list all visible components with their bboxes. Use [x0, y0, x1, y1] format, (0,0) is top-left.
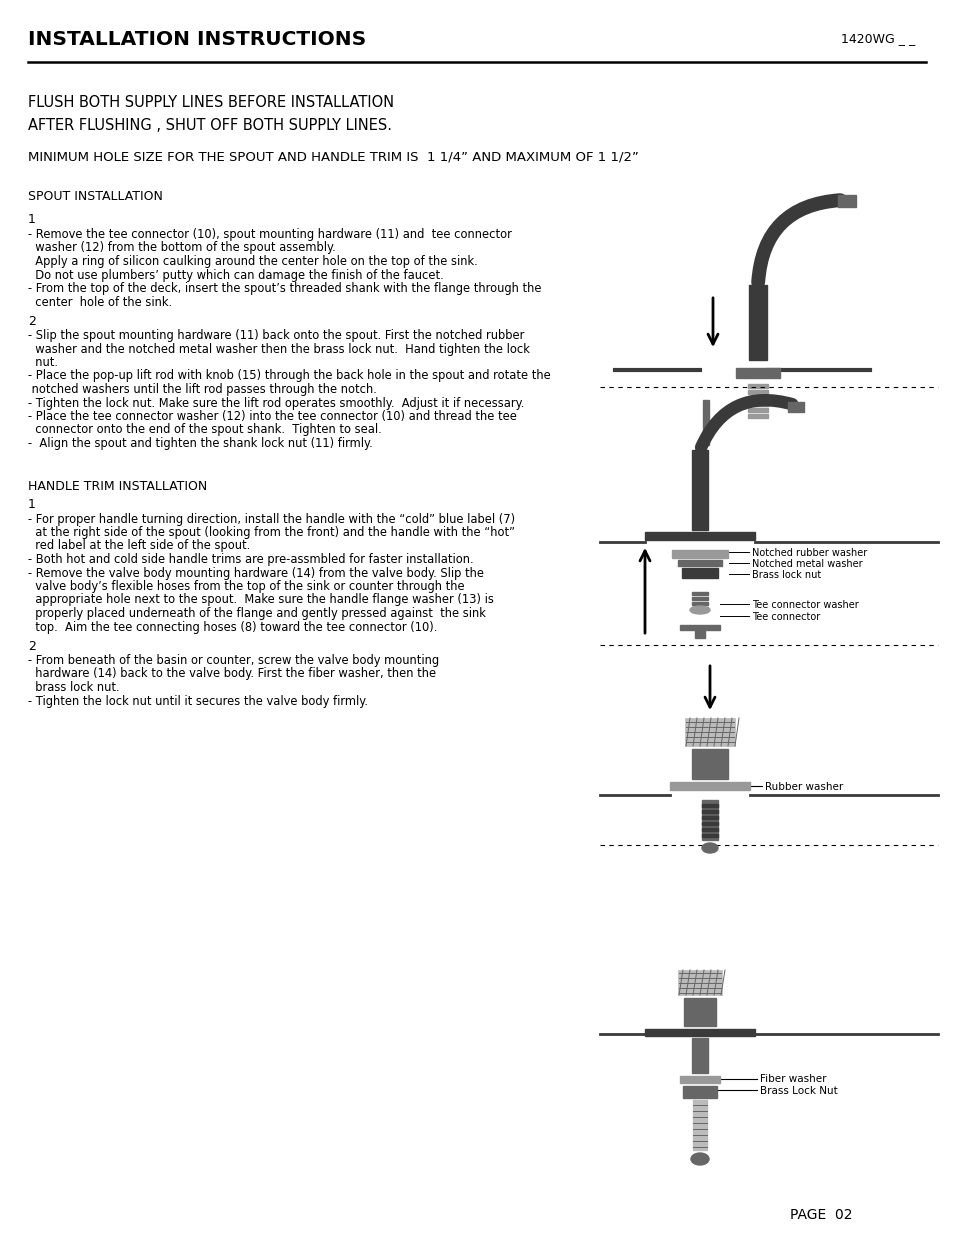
Text: appropriate hole next to the spout.  Make sure the handle flange washer (13) is: appropriate hole next to the spout. Make…: [28, 594, 494, 606]
Text: HANDLE TRIM INSTALLATION: HANDLE TRIM INSTALLATION: [28, 480, 207, 494]
Text: connector onto the end of the spout shank.  Tighten to seal.: connector onto the end of the spout shan…: [28, 424, 381, 436]
Bar: [702, 400, 708, 445]
Text: center  hole of the sink.: center hole of the sink.: [28, 295, 172, 309]
Bar: [747, 396, 767, 400]
Bar: [681, 568, 718, 578]
Text: - Tighten the lock nut. Make sure the lift rod operates smoothly.  Adjust it if : - Tighten the lock nut. Make sure the li…: [28, 396, 524, 410]
Text: properly placed underneath of the flange and gently pressed against  the sink: properly placed underneath of the flange…: [28, 606, 485, 620]
Bar: [683, 998, 716, 1026]
FancyArrowPatch shape: [700, 400, 792, 447]
Text: washer and the notched metal washer then the brass lock nut.  Hand tighten the l: washer and the notched metal washer then…: [28, 342, 529, 356]
Bar: [669, 782, 749, 790]
Text: - From the top of the deck, insert the spout’s threaded shank with the flange th: - From the top of the deck, insert the s…: [28, 282, 541, 295]
Bar: [747, 384, 767, 388]
Text: 2: 2: [28, 640, 36, 653]
Text: hardware (14) back to the valve body. First the fiber washer, then the: hardware (14) back to the valve body. Fi…: [28, 667, 436, 680]
Text: - From beneath of the basin or counter, screw the valve body mounting: - From beneath of the basin or counter, …: [28, 655, 438, 667]
Bar: [671, 550, 727, 558]
Bar: [747, 390, 767, 394]
Text: Do not use plumbers’ putty which can damage the finish of the faucet.: Do not use plumbers’ putty which can dam…: [28, 268, 443, 282]
Bar: [691, 1037, 707, 1073]
Text: - For proper handle turning direction, install the handle with the “cold” blue l: - For proper handle turning direction, i…: [28, 513, 515, 526]
Bar: [701, 800, 718, 840]
Bar: [695, 629, 704, 638]
Text: MINIMUM HOLE SIZE FOR THE SPOUT AND HANDLE TRIM IS  1 1/4” AND MAXIMUM OF 1 1/2”: MINIMUM HOLE SIZE FOR THE SPOUT AND HAND…: [28, 149, 639, 163]
Text: PAGE  02: PAGE 02: [789, 1208, 852, 1221]
Text: - Place the pop-up lift rod with knob (15) through the back hole in the spout an: - Place the pop-up lift rod with knob (1…: [28, 369, 550, 383]
Text: INSTALLATION INSTRUCTIONS: INSTALLATION INSTRUCTIONS: [28, 30, 366, 49]
Text: Notched metal washer: Notched metal washer: [751, 559, 862, 569]
Bar: [747, 408, 767, 412]
Text: 1: 1: [28, 212, 36, 226]
Bar: [735, 368, 780, 378]
Bar: [747, 414, 767, 417]
Bar: [691, 601, 707, 605]
Text: Rubber washer: Rubber washer: [764, 782, 842, 792]
Text: AFTER FLUSHING , SHUT OFF BOTH SUPPLY LINES.: AFTER FLUSHING , SHUT OFF BOTH SUPPLY LI…: [28, 119, 392, 133]
Text: Apply a ring of silicon caulking around the center hole on the top of the sink.: Apply a ring of silicon caulking around …: [28, 254, 477, 268]
Text: SPOUT INSTALLATION: SPOUT INSTALLATION: [28, 190, 163, 203]
Text: Fiber washer: Fiber washer: [760, 1074, 825, 1084]
Text: - Remove the tee connector (10), spout mounting hardware (11) and  tee connector: - Remove the tee connector (10), spout m…: [28, 228, 512, 241]
Bar: [692, 1100, 706, 1150]
Text: Brass Lock Nut: Brass Lock Nut: [760, 1086, 837, 1095]
Text: - Tighten the lock nut until it secures the valve body firmly.: - Tighten the lock nut until it secures …: [28, 694, 368, 708]
Bar: [701, 810, 718, 813]
Bar: [701, 804, 718, 806]
Text: 2: 2: [28, 315, 36, 329]
Bar: [748, 285, 766, 359]
Bar: [701, 823, 718, 825]
Text: top.  Aim the tee connecting hoses (8) toward the tee connector (10).: top. Aim the tee connecting hoses (8) to…: [28, 620, 436, 634]
Text: FLUSH BOTH SUPPLY LINES BEFORE INSTALLATION: FLUSH BOTH SUPPLY LINES BEFORE INSTALLAT…: [28, 95, 394, 110]
Text: notched washers until the lift rod passes through the notch.: notched washers until the lift rod passe…: [28, 383, 376, 396]
Text: washer (12) from the bottom of the spout assembly.: washer (12) from the bottom of the spout…: [28, 242, 335, 254]
Text: red label at the left side of the spout.: red label at the left side of the spout.: [28, 540, 250, 552]
Text: - Place the tee connector washer (12) into the tee connector (10) and thread the: - Place the tee connector washer (12) in…: [28, 410, 517, 424]
Bar: [837, 195, 855, 207]
Text: at the right side of the spout (looking from the front) and the handle with the : at the right side of the spout (looking …: [28, 526, 515, 538]
Bar: [644, 1029, 754, 1036]
Text: -  Align the spout and tighten the shank lock nut (11) firmly.: - Align the spout and tighten the shank …: [28, 437, 373, 450]
Text: Brass lock nut: Brass lock nut: [751, 571, 821, 580]
Text: Tee connector washer: Tee connector washer: [751, 600, 858, 610]
Text: - Remove the valve body mounting hardware (14) from the valve body. Slip the: - Remove the valve body mounting hardwar…: [28, 567, 483, 579]
Text: brass lock nut.: brass lock nut.: [28, 680, 119, 694]
Ellipse shape: [701, 844, 718, 853]
Text: 1420WG _ _: 1420WG _ _: [840, 32, 914, 44]
Bar: [701, 834, 718, 837]
Bar: [678, 559, 721, 566]
Text: Notched rubber washer: Notched rubber washer: [751, 548, 866, 558]
Ellipse shape: [690, 1153, 708, 1165]
FancyArrowPatch shape: [758, 200, 840, 283]
Text: - Both hot and cold side handle trims are pre-assmbled for faster installation.: - Both hot and cold side handle trims ar…: [28, 553, 473, 566]
Text: - Slip the spout mounting hardware (11) back onto the spout. First the notched r: - Slip the spout mounting hardware (11) …: [28, 329, 524, 342]
Bar: [701, 827, 718, 831]
Text: nut.: nut.: [28, 356, 58, 369]
Ellipse shape: [689, 606, 709, 614]
Bar: [679, 1076, 720, 1083]
Bar: [691, 450, 707, 530]
Bar: [747, 403, 767, 406]
Bar: [787, 403, 803, 412]
Text: 1: 1: [28, 499, 36, 511]
Bar: [701, 816, 718, 819]
Bar: [682, 1086, 717, 1098]
Bar: [691, 748, 727, 779]
Bar: [684, 718, 734, 746]
Text: Tee connector: Tee connector: [751, 613, 820, 622]
Text: valve body’s flexible hoses from the top of the sink or counter through the: valve body’s flexible hoses from the top…: [28, 580, 464, 593]
Bar: [678, 969, 721, 995]
Bar: [679, 625, 720, 630]
Bar: [691, 606, 707, 610]
Bar: [644, 532, 754, 540]
Bar: [691, 592, 707, 595]
Bar: [691, 597, 707, 600]
